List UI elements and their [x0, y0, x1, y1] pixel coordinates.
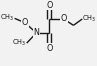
Text: O: O	[46, 1, 52, 10]
Text: CH$_3$: CH$_3$	[82, 14, 97, 24]
Text: CH$_3$: CH$_3$	[0, 13, 15, 23]
Text: N: N	[33, 28, 39, 37]
Text: O: O	[22, 18, 28, 27]
Text: CH$_3$: CH$_3$	[12, 38, 27, 48]
Text: O: O	[61, 14, 67, 23]
Text: O: O	[46, 44, 52, 53]
